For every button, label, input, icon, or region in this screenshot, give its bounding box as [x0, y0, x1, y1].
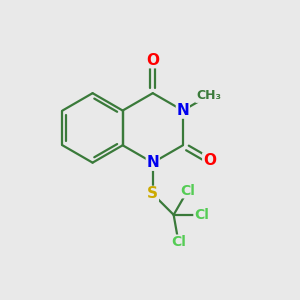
Text: N: N [176, 103, 189, 118]
Text: N: N [146, 155, 159, 170]
Text: O: O [203, 153, 216, 168]
Text: S: S [147, 186, 158, 201]
Text: Cl: Cl [180, 184, 195, 198]
Text: CH₃: CH₃ [196, 89, 221, 102]
Text: Cl: Cl [171, 235, 186, 249]
Text: O: O [146, 53, 159, 68]
Text: Cl: Cl [194, 208, 209, 222]
